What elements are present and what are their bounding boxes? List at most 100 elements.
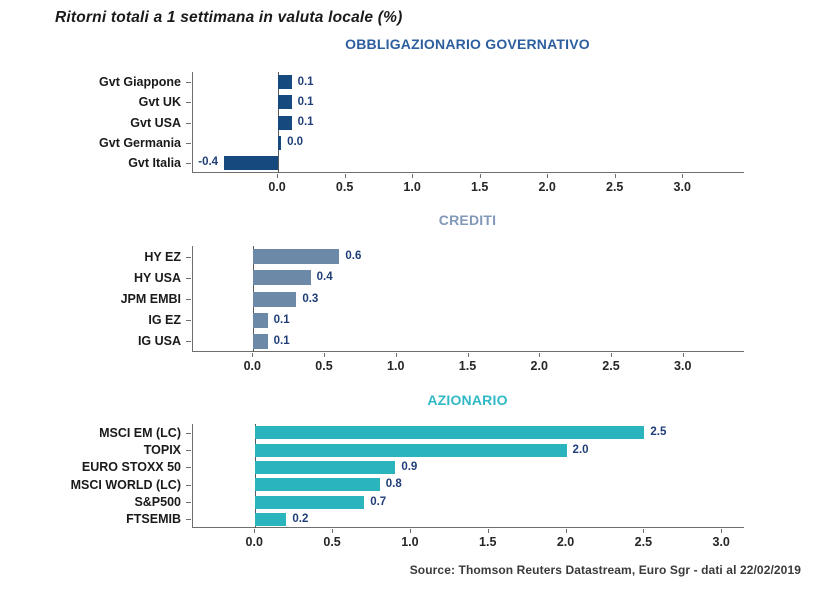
y-axis-labels: MSCI EM (LC) TOPIX EURO STOXX 50 MSCI WORLD… [0,424,192,527]
bar-hy-ez [253,249,340,265]
category-label: IG USA [137,334,181,349]
y-axis-tick [186,484,191,486]
x-axis-tick [332,528,334,533]
x-axis-tick [409,528,411,533]
x-axis-tick [412,173,414,178]
bar-value-label: 0.1 [297,116,314,128]
chart-azionario: AZIONARIO MSCI EM (LC) TOPIX EURO STOXX 50… [0,392,839,562]
x-axis-tick-label: 2.5 [602,358,620,373]
x-axis-tick [539,352,541,357]
bar-value-label: 2.5 [650,426,667,439]
x-axis-tick-label: 0.5 [323,534,341,549]
zero-baseline [255,424,257,528]
y-axis-tick [186,122,191,124]
x-axis-tick [682,352,684,357]
y-axis-tick [186,467,191,469]
x-axis: 0.0 0.5 1.0 1.5 2.0 2.5 3.0 [192,173,743,200]
x-axis-tick [565,528,567,533]
x-axis: 0.0 0.5 1.0 1.5 2.0 2.5 3.0 [192,528,743,555]
x-axis-tick-label: 2.5 [634,534,653,549]
x-axis-tick [614,173,616,178]
bar-gvt-italia [224,155,279,170]
bar-value-label: -0.4 [198,156,219,169]
x-axis-tick [487,528,489,533]
bar-value-label: 0.0 [287,136,304,149]
x-axis-tick-label: 3.0 [674,358,692,373]
category-label: Gvt USA [130,115,181,130]
chart-crediti: CREDITI HY EZ HY USA JPM EMBI IG EZ IG USA 0… [0,212,839,382]
section-title-azionario: AZIONARIO [427,392,508,408]
y-axis-tick [186,450,191,451]
x-axis-tick [643,528,645,533]
x-axis-tick-label: 2.0 [530,358,548,373]
y-axis-tick [186,432,191,434]
y-axis-tick [186,256,191,258]
category-label: IG EZ [148,312,181,327]
x-axis-tick [344,173,346,178]
bar-s-p500 [255,495,365,509]
x-axis-tick [467,352,469,357]
chart-obbligazionario-governativo: OBBLIGAZIONARIO GOVERNATIVO Gvt Giappone… [0,36,839,206]
x-axis-tick [721,528,723,533]
bar-ig-usa [253,333,268,349]
bar-value-label: 0.8 [385,478,402,491]
category-label: Gvt UK [138,95,181,110]
category-label: MSCI WORLD (LC) [70,477,181,492]
section-title-crediti: CREDITI [438,212,497,228]
y-axis-tick [186,82,191,84]
bar-value-label: 0.1 [273,334,290,347]
x-axis-tick-label: 1.5 [479,534,497,549]
x-axis-tick [395,352,397,357]
x-axis-tick [252,352,254,357]
x-axis-tick [277,173,279,178]
bar-gvt-giappone [278,75,292,90]
bar-jpm-embi [253,291,297,307]
bar-msci-em-lc- [255,426,645,440]
bar-value-label: 0.2 [292,512,309,525]
bar-value-label: 2.0 [572,443,589,456]
category-label: HY USA [133,270,181,285]
x-axis-tick-label: 1.0 [403,179,421,194]
x-axis-tick-label: 0.0 [243,358,261,373]
bar-value-label: 0.9 [401,460,418,473]
x-axis-tick-label: 0.0 [268,179,286,194]
category-label: Gvt Giappone [99,74,181,89]
y-axis-tick [186,299,191,300]
bar-euro-stoxx-50 [255,460,396,474]
bar-topix [255,443,567,457]
x-axis-tick-label: 3.0 [673,179,691,194]
category-label: MSCI EM (LC) [99,425,181,440]
plot-area: 2.5 2.0 0.9 0.8 0.7 0.2 [192,424,744,528]
category-label: HY EZ [144,249,181,264]
bar-value-label: 0.6 [345,250,362,263]
category-label: JPM EMBI [120,291,181,306]
x-axis-tick-label: 2.5 [606,179,624,194]
y-axis-tick [186,502,191,503]
bar-msci-world-lc- [255,478,380,492]
x-axis-tick-label: 1.0 [387,358,405,373]
bar-gvt-uk [278,95,292,110]
bar-gvt-usa [278,115,292,130]
x-axis-tick-label: 0.5 [315,358,333,373]
x-axis-tick-label: 0.0 [245,534,263,549]
bar-value-label: 0.1 [273,313,290,326]
bar-value-label: 0.1 [297,95,314,108]
bar-hy-usa [253,270,311,286]
x-axis-tick [479,173,481,178]
y-axis-tick [186,142,191,144]
page-title: Ritorni totali a 1 settimana in valuta l… [55,9,403,26]
x-axis-tick-label: 1.5 [470,179,489,194]
x-axis-tick [254,528,256,533]
y-axis-tick [186,277,191,279]
plot-area: 0.1 0.1 0.1 0.0 -0.4 [192,72,744,173]
category-label: FTSEMIB [126,512,181,527]
y-axis-tick [186,320,191,322]
y-axis-tick [186,341,191,343]
bar-ftsemib [255,512,287,526]
x-axis-tick-label: 0.5 [335,179,354,194]
x-axis-tick [324,352,325,357]
bar-value-label: 0.4 [316,271,333,284]
x-axis-tick [610,352,612,357]
y-axis-tick [186,162,191,164]
y-axis-tick [186,519,191,521]
